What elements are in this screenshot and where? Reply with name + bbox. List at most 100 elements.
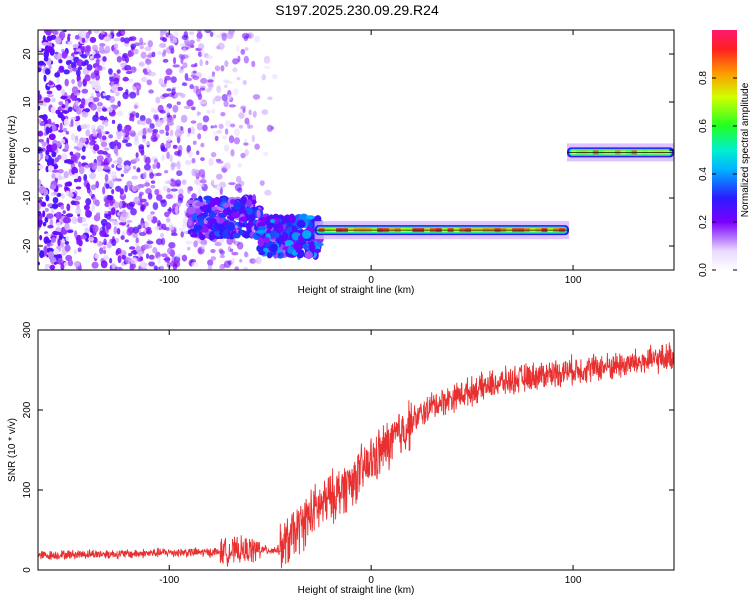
- spectrogram-noise-blob: [38, 178, 42, 187]
- spectrogram-noise-blob: [102, 186, 106, 195]
- spectrogram-noise-blob: [151, 51, 156, 58]
- spectrogram-noise-blob: [251, 134, 255, 143]
- spectrogram-noise-blob: [102, 92, 106, 97]
- spectrogram-noise-blob: [130, 132, 136, 137]
- spectrogram-noise-blob: [81, 61, 87, 67]
- spectrogram-noise-blob: [65, 235, 70, 242]
- spectrogram-noise-blob: [113, 226, 118, 235]
- spectrogram-noise-blob: [180, 231, 184, 238]
- spectrogram-noise-blob: [104, 174, 109, 183]
- spectrogram-noise-blob: [226, 32, 234, 40]
- spectrogram-noise-blob: [41, 141, 48, 146]
- spectrogram-noise-blob: [90, 103, 97, 111]
- spectrogram-noise-blob: [267, 96, 273, 101]
- spectrogram-noise-blob: [211, 178, 215, 186]
- spectrogram-noise-blob: [146, 240, 154, 245]
- spectrogram-noise-blob: [131, 175, 139, 180]
- spectrogram-ridge-blob: [202, 212, 208, 218]
- spectrogram-noise-blob: [254, 143, 260, 150]
- spectrogram-noise-blob: [102, 245, 107, 250]
- spectrogram-noise-blob: [239, 258, 243, 263]
- spectrogram-noise-blob: [51, 173, 56, 179]
- spectrogram-ridge-blob: [222, 229, 229, 239]
- spectrogram-noise-blob: [38, 90, 41, 96]
- spectrogram-noise-blob: [73, 260, 81, 267]
- spectrogram-noise-blob: [93, 97, 100, 102]
- spectrogram-noise-blob: [104, 131, 110, 135]
- spectrogram-noise-blob: [199, 59, 203, 67]
- spectrogram-noise-blob: [233, 137, 241, 145]
- spectrogram-noise-blob: [172, 104, 179, 113]
- spectrogram-noise-blob: [116, 156, 123, 166]
- spectrogram-noise-blob: [56, 218, 60, 224]
- spectrogram-noise-blob: [206, 109, 211, 114]
- spectrogram-noise-blob: [162, 93, 169, 98]
- spectrogram-noise-blob: [44, 155, 49, 160]
- spectrogram-noise-blob: [132, 233, 138, 238]
- spectrogram-noise-blob: [225, 80, 233, 85]
- spectrogram-noise-blob: [70, 119, 74, 127]
- spectrogram-noise-blob: [207, 79, 214, 83]
- spectrogram-noise-blob: [131, 111, 136, 115]
- spectrogram-noise-blob: [192, 70, 197, 74]
- spectrogram-noise-blob: [76, 115, 81, 122]
- spectrogram-ridge-blob: [281, 231, 288, 242]
- spectrogram-ridge-blob: [257, 237, 265, 247]
- spectrogram-noise-blob: [76, 59, 84, 67]
- spectrogram-noise-blob: [248, 124, 254, 129]
- spectrogram-noise-blob: [61, 51, 68, 59]
- spectrogram-noise-blob: [216, 160, 224, 164]
- spectrogram-noise-blob: [83, 204, 90, 211]
- spectrogram-noise-blob: [187, 44, 191, 49]
- spectrogram-noise-blob: [74, 34, 80, 40]
- spectrogram-noise-blob: [270, 126, 275, 130]
- spectrogram-noise-blob: [196, 31, 203, 40]
- spectrogram-noise-blob: [254, 35, 261, 43]
- spectrogram-noise-blob: [248, 109, 252, 116]
- spectrogram-noise-blob: [38, 105, 41, 111]
- spectrogram-noise-blob: [142, 134, 147, 139]
- spectrogram-noise-blob: [186, 77, 193, 82]
- spectrogram-marks: [38, 30, 674, 270]
- spectrogram-noise-blob: [68, 192, 74, 198]
- spectrogram-noise-blob: [41, 42, 49, 46]
- spectrogram-noise-blob: [160, 199, 167, 208]
- spectrogram-noise-blob: [166, 247, 173, 255]
- spectrogram-ridge-blob: [314, 242, 324, 247]
- spectrogram-noise-blob: [54, 172, 60, 179]
- spectrogram-noise-blob: [113, 37, 121, 42]
- spectrogram-noise-blob: [65, 130, 70, 135]
- spectrogram-noise-blob: [99, 43, 106, 47]
- spectrogram-noise-blob: [136, 119, 142, 125]
- spectrogram-noise-blob: [165, 124, 170, 132]
- spectrogram-noise-blob: [153, 265, 158, 270]
- spectrogram-noise-blob: [116, 69, 121, 74]
- spectrogram-ridge-blob: [218, 212, 227, 218]
- spectrogram-noise-blob: [163, 78, 168, 85]
- spectrogram-noise-blob: [117, 123, 123, 132]
- spectrogram-noise-blob: [76, 204, 80, 210]
- spectrogram-noise-blob: [181, 254, 188, 262]
- spectrogram-noise-blob: [38, 203, 41, 211]
- spectrogram-noise-blob: [109, 95, 116, 103]
- spectrogram-noise-blob: [197, 30, 202, 33]
- spectrogram-noise-blob: [46, 144, 54, 152]
- spectrogram-noise-blob: [51, 125, 57, 132]
- spectrogram-noise-blob: [66, 160, 75, 165]
- spectrogram-noise-blob: [48, 165, 54, 173]
- spectrogram-noise-blob: [147, 193, 153, 200]
- spectrogram-noise-blob: [60, 138, 66, 144]
- spectrogram-noise-blob: [154, 188, 160, 196]
- spectrogram-noise-blob: [159, 30, 164, 38]
- spectrogram-ridge-blob: [278, 225, 284, 232]
- spectrogram-noise-blob: [64, 78, 69, 87]
- spectrogram-noise-blob: [185, 240, 193, 245]
- spectrogram-noise-blob: [56, 84, 62, 91]
- spectrogram-noise-blob: [207, 259, 214, 266]
- spectrogram-noise-blob: [53, 191, 58, 196]
- spectrogram-noise-blob: [99, 115, 105, 121]
- spectrogram-noise-blob: [51, 151, 57, 158]
- spectrogram-noise-blob: [127, 226, 135, 234]
- spectrogram-noise-blob: [96, 212, 101, 217]
- spectrogram-noise-blob: [252, 94, 261, 100]
